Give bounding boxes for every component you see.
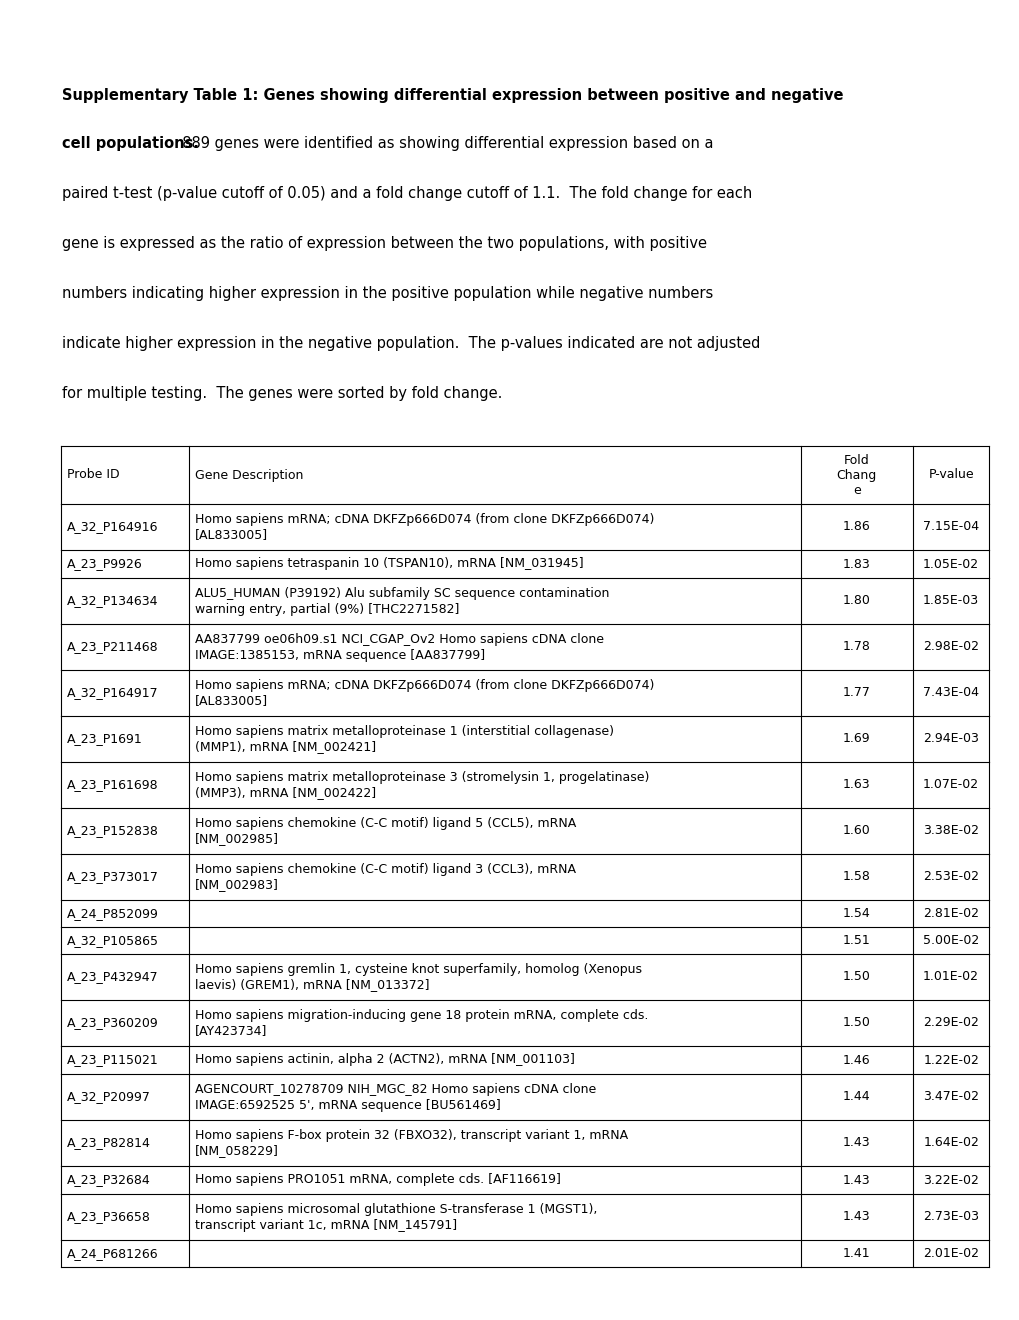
Text: A_23_P32684: A_23_P32684 <box>67 1173 151 1187</box>
Text: 1.60: 1.60 <box>842 825 870 837</box>
Text: ALU5_HUMAN (P39192) Alu subfamily SC sequence contamination
warning entry, parti: ALU5_HUMAN (P39192) Alu subfamily SC seq… <box>195 586 608 615</box>
Text: 2.29E-02: 2.29E-02 <box>922 1016 978 1030</box>
Text: numbers indicating higher expression in the positive population while negative n: numbers indicating higher expression in … <box>62 286 712 301</box>
Text: 2.53E-02: 2.53E-02 <box>922 870 978 883</box>
Text: A_32_P164916: A_32_P164916 <box>67 520 159 533</box>
Text: 1.77: 1.77 <box>842 686 870 700</box>
Text: Homo sapiens matrix metalloproteinase 1 (interstitial collagenase)
(MMP1), mRNA : Homo sapiens matrix metalloproteinase 1 … <box>195 725 613 754</box>
Text: 1.43: 1.43 <box>842 1210 870 1224</box>
Text: for multiple testing.  The genes were sorted by fold change.: for multiple testing. The genes were sor… <box>62 385 502 401</box>
Text: Homo sapiens chemokine (C-C motif) ligand 3 (CCL3), mRNA
[NM_002983]: Homo sapiens chemokine (C-C motif) ligan… <box>195 862 575 891</box>
Text: A_23_P373017: A_23_P373017 <box>67 870 159 883</box>
Text: A_23_P360209: A_23_P360209 <box>67 1016 159 1030</box>
Text: 1.43: 1.43 <box>842 1137 870 1150</box>
Text: A_32_P134634: A_32_P134634 <box>67 594 159 607</box>
Text: cell populations.: cell populations. <box>62 136 199 150</box>
Text: Homo sapiens mRNA; cDNA DKFZp666D074 (from clone DKFZp666D074)
[AL833005]: Homo sapiens mRNA; cDNA DKFZp666D074 (fr… <box>195 512 653 541</box>
Text: 2.98E-02: 2.98E-02 <box>922 640 978 653</box>
Text: Supplementary Table 1: Genes showing differential expression between positive an: Supplementary Table 1: Genes showing dif… <box>62 88 843 103</box>
Text: 1.69: 1.69 <box>842 733 870 746</box>
Text: A_23_P152838: A_23_P152838 <box>67 825 159 837</box>
Text: 3.22E-02: 3.22E-02 <box>922 1173 978 1187</box>
Text: 1.83: 1.83 <box>842 557 870 570</box>
Text: 1.50: 1.50 <box>842 1016 870 1030</box>
Text: A_23_P432947: A_23_P432947 <box>67 970 159 983</box>
Text: 1.01E-02: 1.01E-02 <box>922 970 978 983</box>
Text: 1.51: 1.51 <box>842 935 870 946</box>
Text: gene is expressed as the ratio of expression between the two populations, with p: gene is expressed as the ratio of expres… <box>62 236 706 251</box>
Text: 1.43: 1.43 <box>842 1173 870 1187</box>
Text: Homo sapiens migration-inducing gene 18 protein mRNA, complete cds.
[AY423734]: Homo sapiens migration-inducing gene 18 … <box>195 1008 647 1038</box>
Text: Homo sapiens gremlin 1, cysteine knot superfamily, homolog (Xenopus
laevis) (GRE: Homo sapiens gremlin 1, cysteine knot su… <box>195 962 641 991</box>
Text: 1.86: 1.86 <box>842 520 870 533</box>
Text: A_32_P105865: A_32_P105865 <box>67 935 159 946</box>
Text: 1.63: 1.63 <box>842 779 870 792</box>
Text: A_24_P681266: A_24_P681266 <box>67 1247 159 1261</box>
Text: indicate higher expression in the negative population.  The p-values indicated a: indicate higher expression in the negati… <box>62 337 759 351</box>
Text: A_32_P164917: A_32_P164917 <box>67 686 159 700</box>
Text: Fold
Chang
e: Fold Chang e <box>836 454 876 496</box>
Text: 1.41: 1.41 <box>842 1247 870 1261</box>
Text: 1.50: 1.50 <box>842 970 870 983</box>
Text: 889 genes were identified as showing differential expression based on a: 889 genes were identified as showing dif… <box>173 136 713 150</box>
Text: 7.43E-04: 7.43E-04 <box>922 686 978 700</box>
Text: A_23_P9926: A_23_P9926 <box>67 557 143 570</box>
Text: 1.54: 1.54 <box>842 907 870 920</box>
Text: 2.73E-03: 2.73E-03 <box>922 1210 978 1224</box>
Text: 2.94E-03: 2.94E-03 <box>922 733 978 746</box>
Text: Homo sapiens microsomal glutathione S-transferase 1 (MGST1),
transcript variant : Homo sapiens microsomal glutathione S-tr… <box>195 1203 596 1232</box>
Text: A_32_P20997: A_32_P20997 <box>67 1090 151 1104</box>
Text: AA837799 oe06h09.s1 NCI_CGAP_Ov2 Homo sapiens cDNA clone
IMAGE:1385153, mRNA seq: AA837799 oe06h09.s1 NCI_CGAP_Ov2 Homo sa… <box>195 632 603 661</box>
Text: 7.15E-04: 7.15E-04 <box>922 520 978 533</box>
Text: Homo sapiens chemokine (C-C motif) ligand 5 (CCL5), mRNA
[NM_002985]: Homo sapiens chemokine (C-C motif) ligan… <box>195 817 576 846</box>
Text: Homo sapiens matrix metalloproteinase 3 (stromelysin 1, progelatinase)
(MMP3), m: Homo sapiens matrix metalloproteinase 3 … <box>195 771 648 800</box>
Text: 3.38E-02: 3.38E-02 <box>922 825 978 837</box>
Text: Gene Description: Gene Description <box>195 469 303 482</box>
Text: Homo sapiens actinin, alpha 2 (ACTN2), mRNA [NM_001103]: Homo sapiens actinin, alpha 2 (ACTN2), m… <box>195 1053 574 1067</box>
Text: A_24_P852099: A_24_P852099 <box>67 907 159 920</box>
Text: AGENCOURT_10278709 NIH_MGC_82 Homo sapiens cDNA clone
IMAGE:6592525 5', mRNA seq: AGENCOURT_10278709 NIH_MGC_82 Homo sapie… <box>195 1082 595 1111</box>
Text: A_23_P115021: A_23_P115021 <box>67 1053 159 1067</box>
Text: 2.01E-02: 2.01E-02 <box>922 1247 978 1261</box>
Text: A_23_P161698: A_23_P161698 <box>67 779 159 792</box>
Text: 1.22E-02: 1.22E-02 <box>922 1053 978 1067</box>
Text: 1.07E-02: 1.07E-02 <box>922 779 978 792</box>
Text: 1.58: 1.58 <box>842 870 870 883</box>
Text: 1.44: 1.44 <box>842 1090 870 1104</box>
Text: 2.81E-02: 2.81E-02 <box>922 907 978 920</box>
Text: 1.64E-02: 1.64E-02 <box>922 1137 978 1150</box>
Text: 5.00E-02: 5.00E-02 <box>922 935 978 946</box>
Text: A_23_P211468: A_23_P211468 <box>67 640 159 653</box>
Text: Homo sapiens F-box protein 32 (FBXO32), transcript variant 1, mRNA
[NM_058229]: Homo sapiens F-box protein 32 (FBXO32), … <box>195 1129 628 1158</box>
Text: 3.47E-02: 3.47E-02 <box>922 1090 978 1104</box>
Text: 1.05E-02: 1.05E-02 <box>922 557 978 570</box>
Text: P-value: P-value <box>927 469 973 482</box>
Text: 1.46: 1.46 <box>842 1053 870 1067</box>
Text: A_23_P82814: A_23_P82814 <box>67 1137 151 1150</box>
Text: paired t-test (p-value cutoff of 0.05) and a fold change cutoff of 1.1.  The fol: paired t-test (p-value cutoff of 0.05) a… <box>62 186 752 201</box>
Text: 1.80: 1.80 <box>842 594 870 607</box>
Text: Homo sapiens tetraspanin 10 (TSPAN10), mRNA [NM_031945]: Homo sapiens tetraspanin 10 (TSPAN10), m… <box>195 557 583 570</box>
Text: 1.85E-03: 1.85E-03 <box>922 594 978 607</box>
Text: Homo sapiens mRNA; cDNA DKFZp666D074 (from clone DKFZp666D074)
[AL833005]: Homo sapiens mRNA; cDNA DKFZp666D074 (fr… <box>195 678 653 708</box>
Text: A_23_P36658: A_23_P36658 <box>67 1210 151 1224</box>
Text: 1.78: 1.78 <box>842 640 870 653</box>
Text: Probe ID: Probe ID <box>67 469 119 482</box>
Text: Homo sapiens PRO1051 mRNA, complete cds. [AF116619]: Homo sapiens PRO1051 mRNA, complete cds.… <box>195 1173 560 1187</box>
Text: A_23_P1691: A_23_P1691 <box>67 733 143 746</box>
